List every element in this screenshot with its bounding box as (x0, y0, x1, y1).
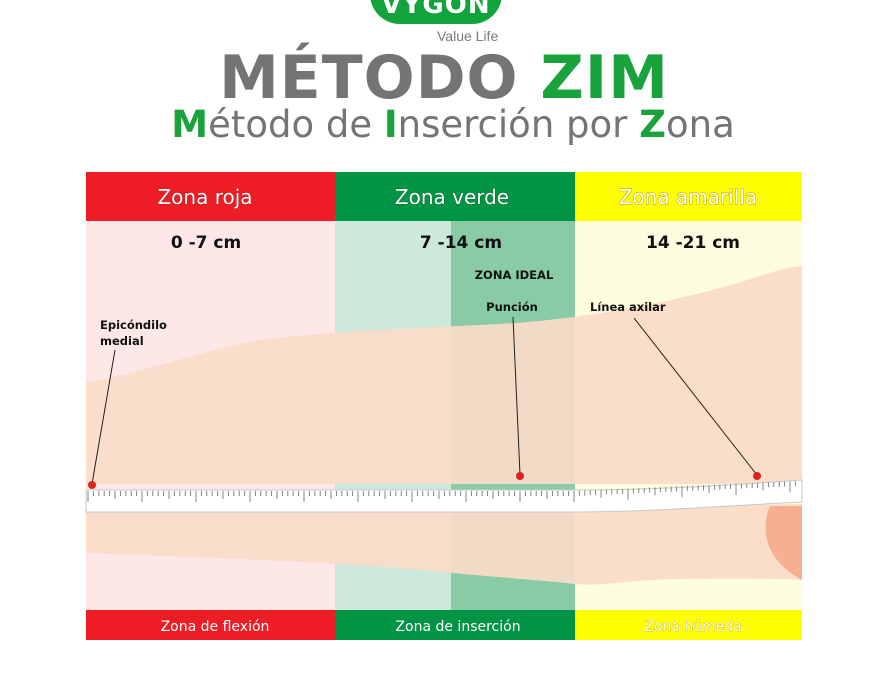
epicondyle-label-line1: Epicóndilo (100, 318, 167, 332)
zone-header-label-green: Zona verde (395, 185, 509, 209)
puncture-label: Punción (486, 300, 538, 314)
zone-range-green: 7 -14 cm (420, 233, 502, 253)
subtitle-i-rest: nserción por (397, 103, 640, 146)
zone-footer-yellow (575, 610, 802, 640)
vygon-logo: VYGON (370, 0, 502, 24)
subtitle-m-rest: étodo de (208, 103, 384, 146)
zone-header-green (335, 172, 575, 221)
zone-header-yellow (575, 172, 802, 221)
zone-header-label-yellow: Zona amarilla (619, 185, 757, 209)
title-part-zim: ZIM (540, 43, 669, 113)
subtitle-m: M (171, 103, 209, 146)
zone-footer-label-yellow: Zona húmeda (644, 619, 742, 635)
zone-range-red: 0 -7 cm (171, 233, 241, 253)
epicondyle-marker (88, 481, 96, 489)
ideal-zone-label: ZONA IDEAL (475, 268, 554, 282)
arm-upper (86, 266, 802, 484)
zone-header-red (86, 172, 335, 221)
epicondyle-label-line2: medial (100, 334, 144, 348)
zone-footer-green (335, 610, 575, 640)
axillary-marker (753, 472, 761, 480)
subtitle-z-rest: ona (665, 103, 735, 146)
epicondyle-pointer (91, 349, 116, 485)
title-part-metodo: MÉTODO (219, 43, 519, 113)
page-subtitle: Método de Inserción por Zona (0, 103, 888, 147)
puncture-marker (516, 472, 524, 480)
page-title: MÉTODO ZIM (0, 46, 888, 110)
arm-lower (86, 504, 802, 585)
zone-footer-label-green: Zona de inserción (395, 619, 520, 635)
logo-text: VYGON (381, 0, 491, 20)
zone-header-label-red: Zona roja (157, 185, 252, 209)
axillary-line-label: Línea axilar (590, 300, 666, 314)
subtitle-z: Z (639, 103, 666, 146)
zone-range-yellow: 14 -21 cm (646, 233, 740, 253)
tagline: Value Life (437, 28, 499, 44)
zone-footer-label-red: Zona de flexión (161, 619, 270, 635)
tape-ticks (87, 481, 796, 502)
hand-shadow (765, 506, 802, 580)
subtitle-i: I (383, 103, 398, 146)
puncture-pointer (512, 316, 521, 476)
arm-illustration (86, 266, 802, 585)
zone-footer-red (86, 610, 335, 640)
axillary-pointer (633, 317, 758, 476)
